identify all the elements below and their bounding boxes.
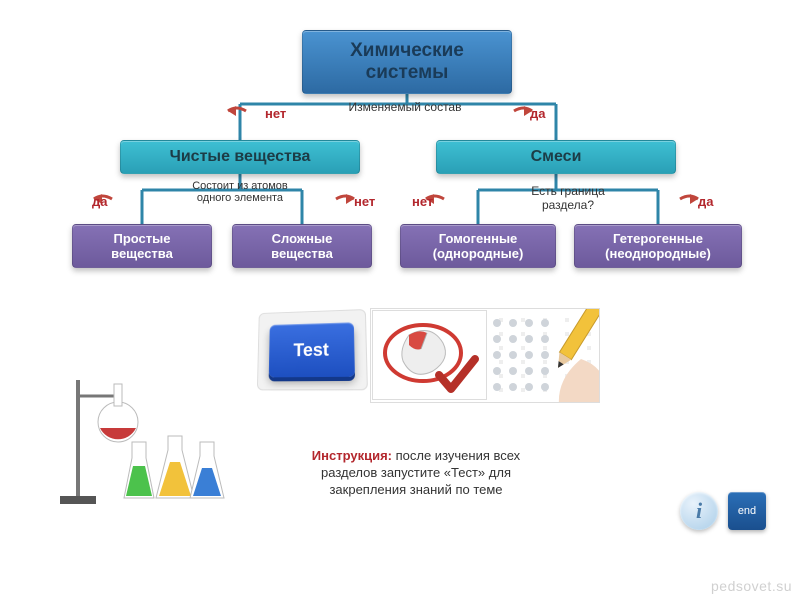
label-yes-2b: да <box>698 194 713 209</box>
node-heterogeneous[interactable]: Гетерогенные (неоднородные) <box>574 224 742 268</box>
instruction-lead: Инструкция: <box>312 448 392 463</box>
question-composition: Изменяемый состав <box>345 100 465 114</box>
label-no-1: нет <box>265 106 286 121</box>
node-root[interactable]: Химические системы <box>302 30 512 94</box>
label-no-2a: нет <box>354 194 375 209</box>
slide-root: { "colors": { "root_bg": "#2d6aa3", "roo… <box>0 0 800 600</box>
watermark: pedsovet.su <box>711 578 792 594</box>
end-button-label: end <box>738 505 756 517</box>
node-pure-substances[interactable]: Чистые вещества <box>120 140 360 174</box>
node-simple-substances[interactable]: Простые вещества <box>72 224 212 268</box>
instruction-text: Инструкция: после изучения всех разделов… <box>286 448 546 499</box>
node-complex-substances[interactable]: Сложные вещества <box>232 224 372 268</box>
label-no-2b: нет <box>412 194 433 209</box>
test-key-label: Test <box>293 339 329 360</box>
illustration-mouse-check <box>372 310 487 400</box>
node-homogeneous[interactable]: Гомогенные (однородные) <box>400 224 556 268</box>
end-button[interactable]: end <box>728 492 766 530</box>
label-yes-2a: да <box>92 194 107 209</box>
info-button[interactable]: i <box>680 492 718 530</box>
question-single-element: Состоит из атомов одного элемента <box>180 180 300 204</box>
label-yes-1: да <box>530 106 545 121</box>
node-mixtures[interactable]: Смеси <box>436 140 676 174</box>
illustration-test-key: Test <box>257 309 368 390</box>
info-icon: i <box>696 498 702 524</box>
illustration-flasks <box>56 370 226 510</box>
question-phase-boundary: Есть граница раздела? <box>508 184 628 212</box>
